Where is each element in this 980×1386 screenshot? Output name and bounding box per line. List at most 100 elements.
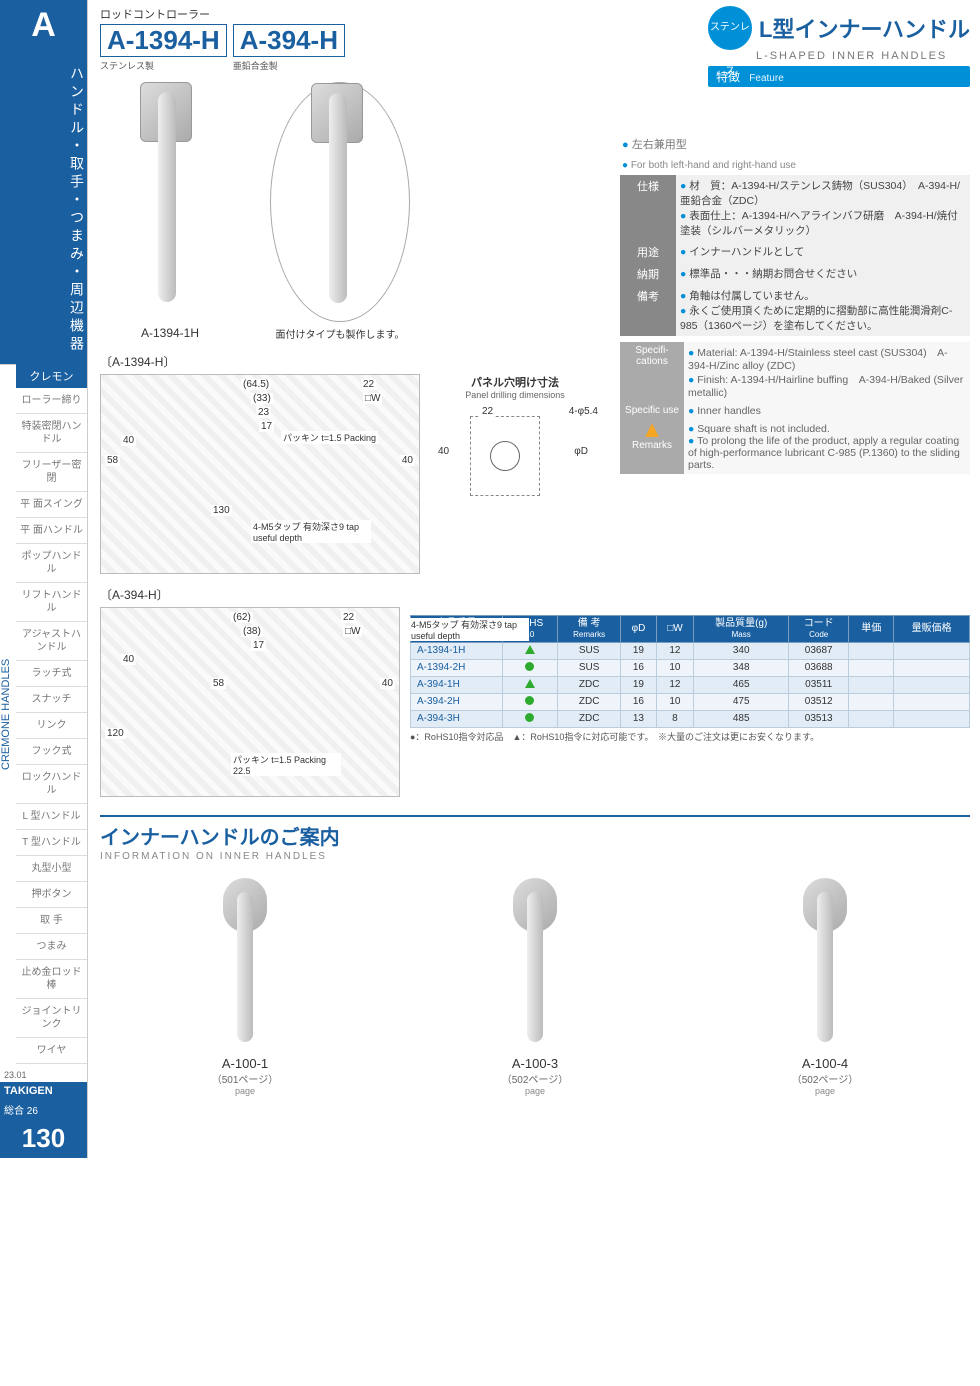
sidebar-item[interactable]: フリーザー密 閉: [16, 453, 87, 492]
table-w: 10: [656, 659, 694, 676]
info-item[interactable]: A-100-3（502ページ）page: [435, 872, 635, 1096]
sidebar-item[interactable]: ラッチ式: [16, 661, 87, 687]
info-image: [205, 872, 285, 1052]
table-code: 03687: [789, 642, 849, 659]
table-product-no: A-394-1H: [411, 676, 503, 693]
info-page-jp: （502ページ）: [725, 1071, 925, 1086]
spec-value: ● Inner handles: [684, 402, 970, 420]
product-code-sub: 亜鉛合金製: [233, 59, 345, 72]
sidebar-item[interactable]: 特装密閉ハンドル: [16, 414, 87, 453]
sidebar-item[interactable]: ジョイントリンク: [16, 999, 87, 1038]
info-page-en: page: [725, 1086, 925, 1096]
table-w: 12: [656, 676, 694, 693]
sidebar-item[interactable]: ローラー締り: [16, 388, 87, 414]
drawing-b-label: 〔A-394-H〕: [100, 586, 970, 603]
feature-text-jp: 左右兼用型: [620, 132, 970, 156]
sidebar-item[interactable]: 止め金ロッド棒: [16, 960, 87, 999]
product-code: A-1394-H: [100, 24, 227, 57]
table-code: 03513: [789, 710, 849, 727]
main-content: ロッドコントローラー A-1394-Hステンレス製A-394-H亜鉛合金製 ステ…: [88, 0, 980, 1158]
category-vertical-label: ハンドル・取手・つまみ・周辺機器: [0, 56, 87, 364]
table-remarks: ZDC: [557, 693, 620, 710]
title-block: ステンレス L型インナーハンドル L-SHAPED INNER HANDLES …: [708, 6, 970, 87]
table-d: 16: [621, 659, 656, 676]
main-image-caption: A-1394-1H: [100, 326, 240, 340]
sidebar-item[interactable]: T 型ハンドル: [16, 830, 87, 856]
feature-label-jp: 特徴: [716, 70, 740, 84]
table-bulk: [894, 659, 970, 676]
sidebar-item[interactable]: 押ボタン: [16, 882, 87, 908]
table-rohs: [502, 693, 557, 710]
table-product-no: A-1394-2H: [411, 659, 503, 676]
stainless-badge: ステンレス: [708, 6, 752, 50]
table-w: 8: [656, 710, 694, 727]
sidebar-item[interactable]: 丸型小型: [16, 856, 87, 882]
spec-value: ● 角軸は付属していません。● 永くご使用頂くために定期的に摺動部に高性能潤滑剤…: [676, 285, 970, 336]
table-mass: 340: [694, 642, 789, 659]
spec-label: 納期: [620, 263, 676, 285]
table-code: 03511: [789, 676, 849, 693]
info-page-en: page: [145, 1086, 345, 1096]
sidebar-item[interactable]: ロックハンドル: [16, 765, 87, 804]
sidebar-item[interactable]: スナッチ: [16, 687, 87, 713]
page-number: 130: [0, 1119, 87, 1158]
table-mass: 465: [694, 676, 789, 693]
product-code: A-394-H: [233, 24, 345, 57]
info-page-jp: （501ページ）: [145, 1071, 345, 1086]
info-item[interactable]: A-100-1（501ページ）page: [145, 872, 345, 1096]
table-bulk: [894, 676, 970, 693]
info-code: A-100-3: [435, 1056, 635, 1071]
spec-value: ● インナーハンドルとして: [676, 241, 970, 263]
sidebar-item[interactable]: つまみ: [16, 934, 87, 960]
product-title-en: L-SHAPED INNER HANDLES: [756, 50, 970, 62]
sidebar-item[interactable]: ポップハンドル: [16, 544, 87, 583]
table-rohs: [502, 710, 557, 727]
sidebar-item[interactable]: 平 面スイング: [16, 492, 87, 518]
table-rohs: [502, 642, 557, 659]
table-d: 16: [621, 693, 656, 710]
feature-label-en: Feature: [749, 73, 783, 84]
sidebar-item[interactable]: リンク: [16, 713, 87, 739]
table-price: [849, 693, 894, 710]
spec-table-jp: 仕様● 材 質：A-1394-H/ステンレス鋳物（SUS304） A-394-H…: [620, 175, 970, 336]
product-image-alt: 面付けタイプも製作します。: [270, 82, 410, 341]
sidebar-current[interactable]: クレモン: [16, 364, 87, 388]
table-remarks: ZDC: [557, 676, 620, 693]
feature-text-en: For both left-hand and right-hand use: [620, 156, 970, 175]
panel-drill-title-jp: パネル穴明け寸法: [430, 374, 600, 390]
sidebar-item[interactable]: フック式: [16, 739, 87, 765]
sidebar-item[interactable]: ワイヤ: [16, 1038, 87, 1064]
table-rohs: [502, 659, 557, 676]
sidebar-item[interactable]: アジャストハンドル: [16, 622, 87, 661]
brand: TAKIGEN: [0, 1082, 87, 1100]
table-price: [849, 676, 894, 693]
spec-label: Specific use: [620, 402, 684, 420]
spec-value: ● 標準品・・・納期お問合せください: [676, 263, 970, 285]
info-page-en: page: [435, 1086, 635, 1096]
warning-icon: [645, 423, 659, 437]
drawing-b-figure: (62) (38) 17 40 58 120 22 □W パッキン t=1.5 …: [100, 607, 400, 797]
table-mass: 348: [694, 659, 789, 676]
rohs-dot-icon: [525, 696, 534, 705]
panel-drill-title-en: Panel drilling dimensions: [430, 390, 600, 400]
spec-label: 備考: [620, 285, 676, 336]
sidebar-footer: 23.01 TAKIGEN 総合 26 130: [0, 1068, 87, 1158]
product-code-sub: ステンレス製: [100, 59, 227, 72]
spec-panel: 左右兼用型 For both left-hand and right-hand …: [620, 132, 970, 474]
table-price: [849, 659, 894, 676]
sidebar-item[interactable]: リフトハンドル: [16, 583, 87, 622]
drawing-b: 〔A-394-H〕 (62) (38) 17 40 58 120 22 □W パ…: [100, 586, 970, 797]
sidebar-item[interactable]: L 型ハンドル: [16, 804, 87, 830]
spec-table-en: Specifi-cations● Material: A-1394-H/Stai…: [620, 342, 970, 474]
drawing-a-figure: (64.5) (33) 23 17 40 58 130 22 □W パッキン t…: [100, 374, 420, 574]
sidebar-item[interactable]: 取 手: [16, 908, 87, 934]
table-product-no: A-1394-1H: [411, 642, 503, 659]
info-code: A-100-1: [145, 1056, 345, 1071]
spec-label: Specifi-cations: [620, 342, 684, 402]
spec-value: ● 材 質：A-1394-H/ステンレス鋳物（SUS304） A-394-H/亜…: [676, 175, 970, 241]
product-image-main: A-1394-1H: [100, 82, 240, 341]
sidebar-item[interactable]: 平 面ハンドル: [16, 518, 87, 544]
info-item[interactable]: A-100-4（502ページ）page: [725, 872, 925, 1096]
info-image: [785, 872, 865, 1052]
product-title-jp: L型インナーハンドル: [759, 12, 970, 44]
